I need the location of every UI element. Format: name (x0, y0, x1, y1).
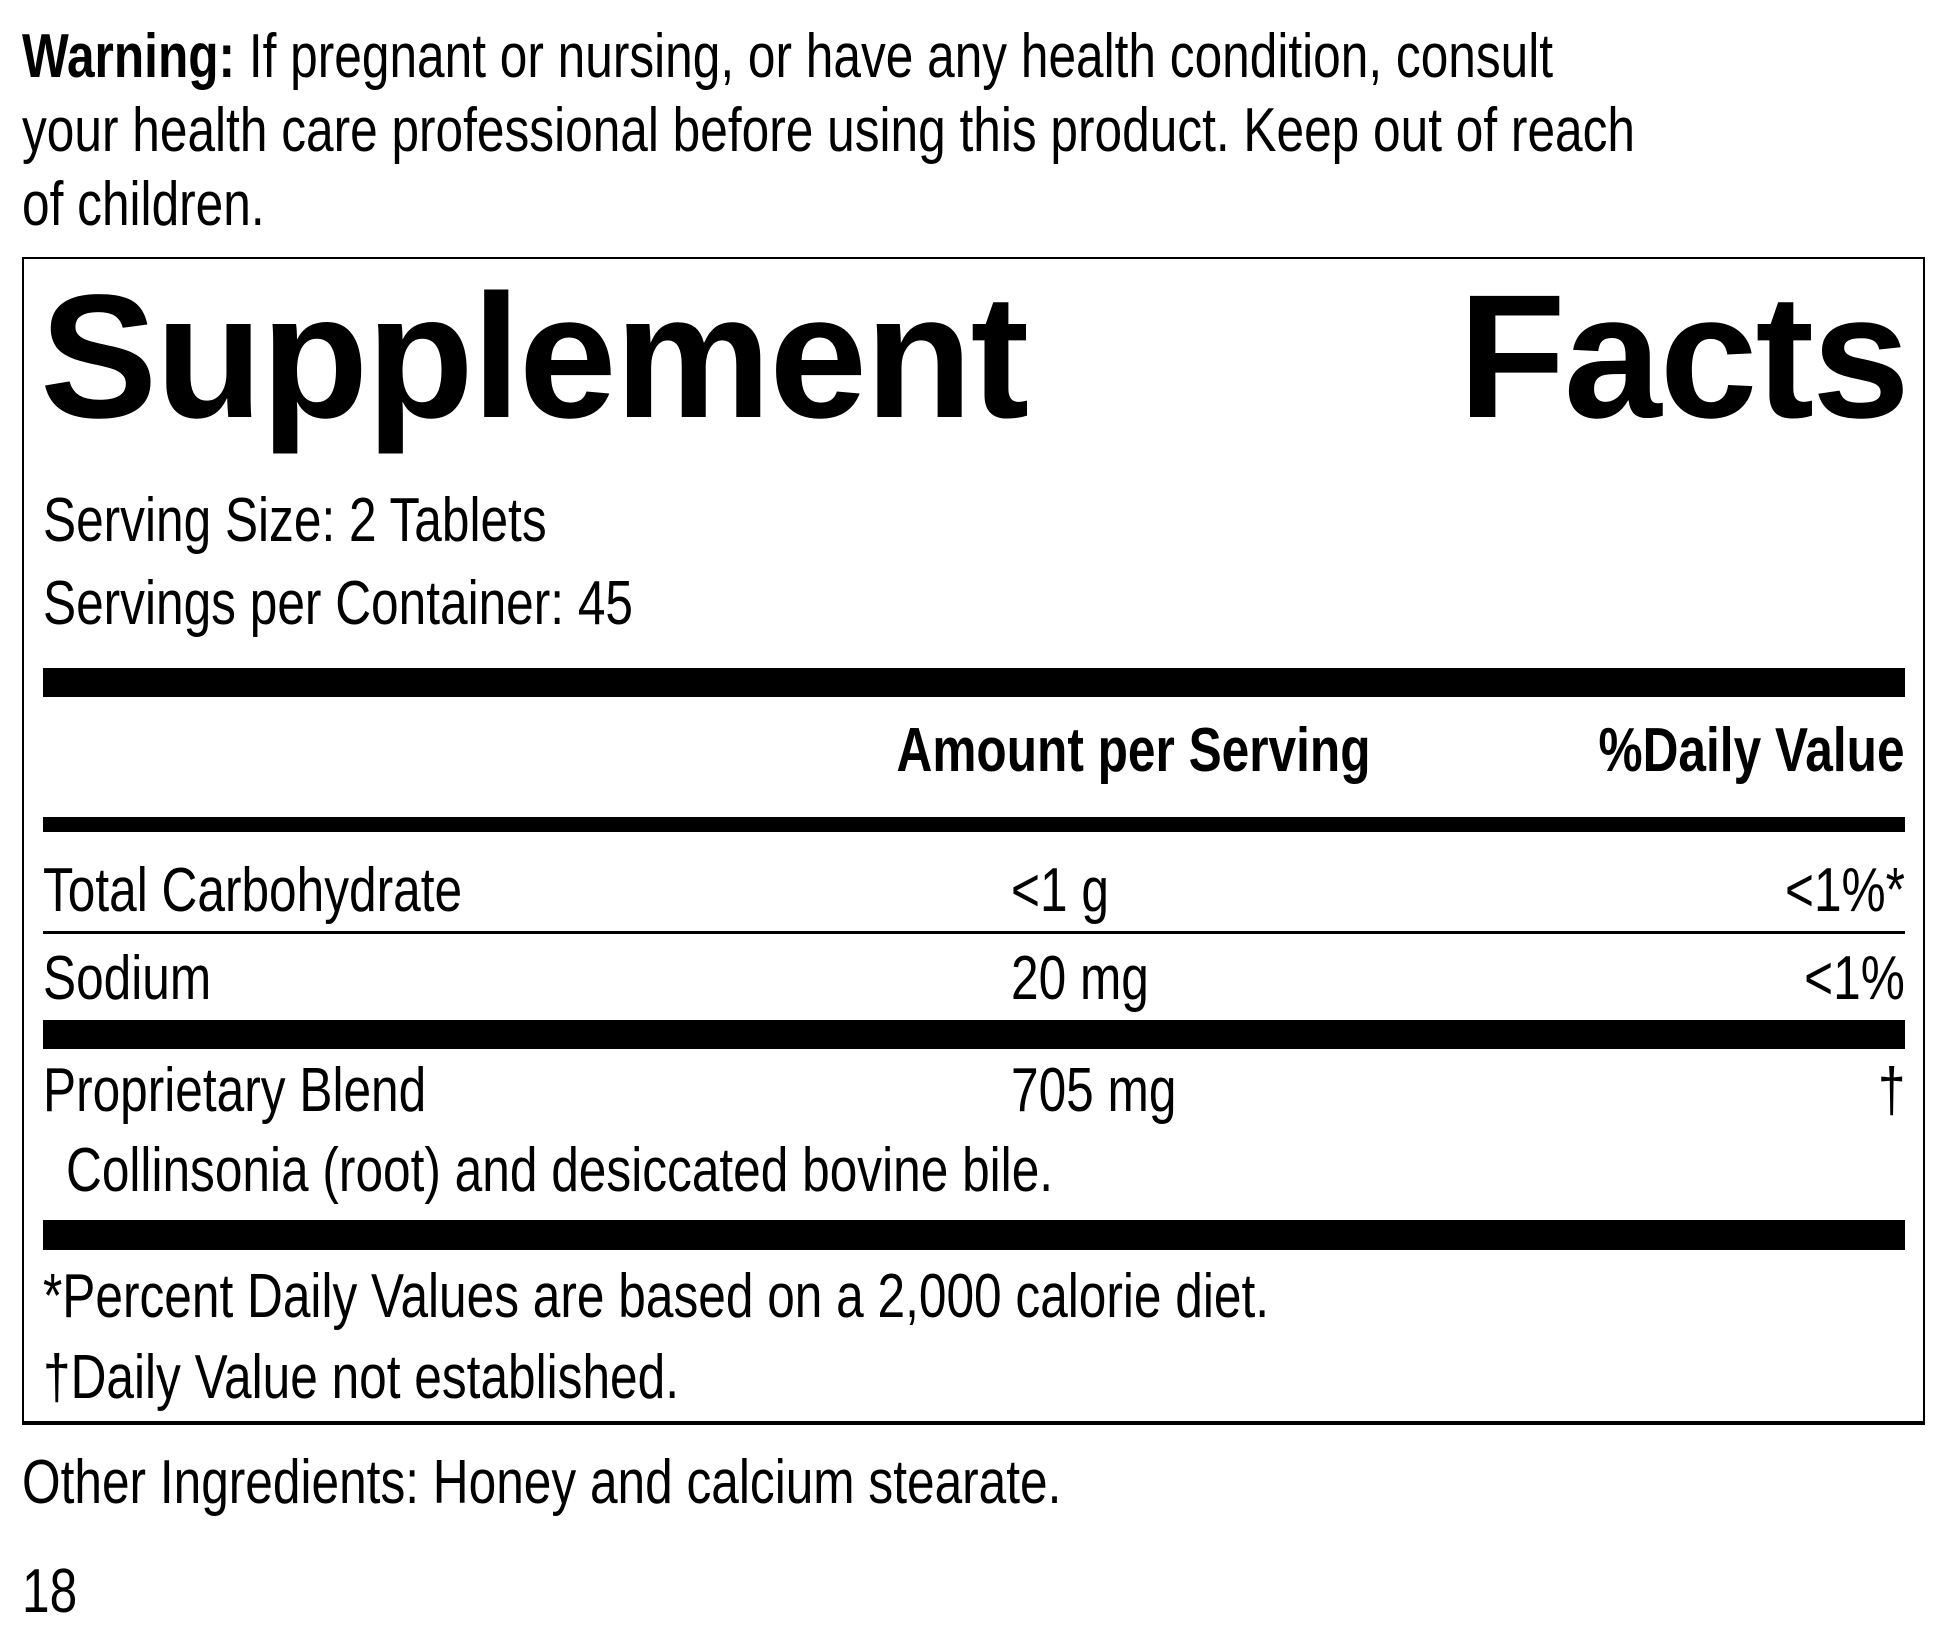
row-amount: <1 g (1011, 856, 1109, 925)
row-name: Total Carbohydrate (43, 856, 463, 925)
warning-text: If pregnant or nursing, or have any heal… (235, 22, 1554, 91)
row-dv: † (1877, 1056, 1905, 1125)
row-dv: <1%* (1785, 856, 1905, 925)
header-daily-value: %Daily Value (1598, 716, 1905, 785)
page-number: 18 (22, 1557, 78, 1626)
row-amount: 20 mg (1011, 944, 1149, 1013)
footnote-daily-values: *Percent Daily Values are based on a 2,0… (43, 1262, 1270, 1331)
row-name: Proprietary Blend (43, 1056, 427, 1125)
other-ingredients: Other Ingredients: Honey and calcium ste… (22, 1448, 1062, 1517)
supplement-facts-panel (22, 257, 1925, 1425)
warning-line-3: of children. (22, 170, 265, 239)
serving-size: Serving Size: 2 Tablets (43, 486, 547, 555)
divider-thick (43, 1020, 1905, 1049)
divider-thick (43, 1220, 1905, 1250)
divider-thin (43, 931, 1905, 934)
footnote-dagger: †Daily Value not established. (43, 1343, 680, 1412)
title-word-1: Supplement (40, 259, 1029, 455)
servings-per-container: Servings per Container: 45 (43, 569, 634, 638)
divider-thick (43, 668, 1905, 697)
warning-line-1: Warning: If pregnant or nursing, or have… (22, 20, 1936, 94)
title-word-2: Facts (1458, 259, 1910, 455)
header-amount: Amount per Serving (896, 716, 1371, 785)
warning-label: Warning: (22, 22, 236, 91)
divider-medium (43, 817, 1905, 832)
row-name: Sodium (43, 944, 212, 1013)
panel-title: Supplement Facts (40, 259, 1910, 455)
warning-line-2: your health care professional before usi… (22, 96, 1635, 165)
blend-ingredients: Collinsonia (root) and desiccated bovine… (66, 1136, 1054, 1205)
row-dv: <1% (1804, 944, 1905, 1013)
row-amount: 705 mg (1011, 1056, 1177, 1125)
